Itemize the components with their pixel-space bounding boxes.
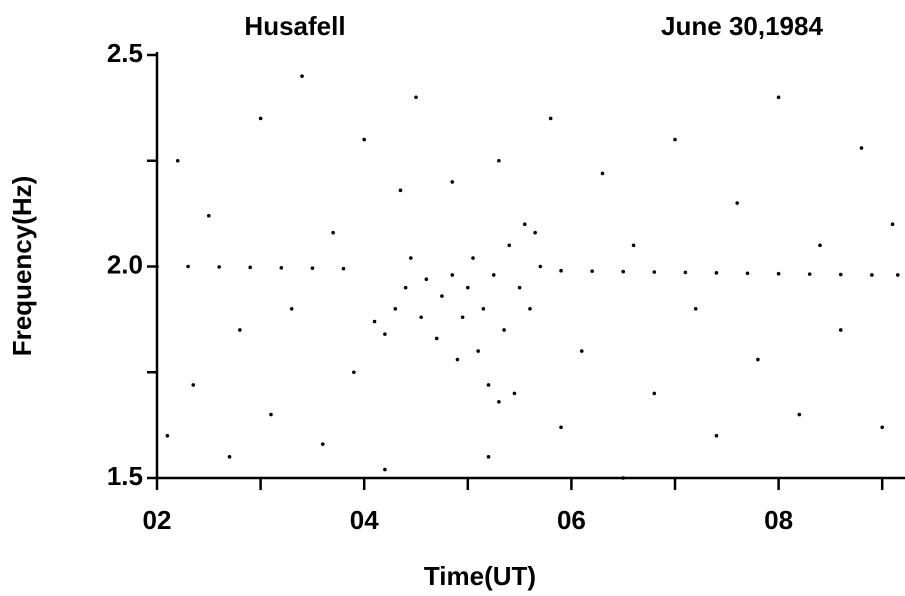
point	[434, 336, 439, 341]
point	[362, 137, 367, 142]
point	[533, 230, 537, 235]
point	[797, 412, 802, 417]
y-tick-label: 2.0	[107, 249, 143, 279]
point	[393, 307, 398, 311]
point	[600, 171, 605, 176]
point	[497, 400, 501, 404]
point	[502, 328, 506, 332]
point	[258, 116, 263, 121]
point	[352, 370, 356, 375]
point	[522, 222, 527, 226]
point	[652, 391, 657, 396]
point	[870, 273, 874, 277]
point	[481, 307, 486, 311]
x-tick-label: 06	[557, 505, 586, 535]
point	[300, 74, 304, 78]
point	[895, 273, 900, 277]
point	[538, 264, 543, 269]
point	[756, 357, 760, 362]
point	[497, 158, 501, 163]
point	[155, 264, 159, 269]
point	[548, 116, 553, 121]
point	[341, 266, 346, 271]
point	[227, 455, 232, 459]
x-tick-label: 02	[143, 505, 172, 535]
point	[512, 391, 517, 396]
point	[471, 256, 475, 260]
point	[424, 277, 429, 281]
point	[217, 265, 221, 269]
point	[186, 264, 190, 269]
point	[859, 146, 864, 150]
point	[735, 201, 739, 205]
point	[714, 271, 719, 275]
point	[693, 307, 698, 311]
point	[579, 349, 584, 353]
point	[165, 433, 170, 438]
point	[460, 315, 465, 320]
point	[383, 467, 387, 472]
point	[269, 412, 273, 417]
y-tick-label: 1.5	[107, 461, 143, 491]
point	[175, 158, 180, 163]
point	[450, 180, 455, 184]
point	[466, 285, 470, 290]
point	[409, 256, 413, 260]
point	[838, 272, 843, 277]
x-axis-label: Time(UT)	[424, 561, 536, 591]
point	[455, 357, 460, 362]
point	[279, 265, 284, 270]
point	[403, 285, 408, 290]
point	[486, 455, 491, 459]
point	[248, 265, 253, 270]
point	[838, 328, 843, 332]
point	[880, 425, 885, 430]
x-tick-label: 08	[764, 505, 793, 535]
point	[331, 230, 335, 235]
point	[398, 188, 403, 193]
point	[559, 268, 563, 273]
point	[528, 307, 532, 311]
point	[238, 328, 242, 332]
point	[673, 137, 677, 142]
point	[383, 332, 387, 336]
point	[207, 213, 211, 218]
point	[745, 271, 750, 276]
point	[517, 285, 522, 290]
point	[714, 433, 719, 438]
chart-title: Husafell	[244, 11, 345, 41]
point	[590, 269, 594, 273]
point	[419, 315, 423, 320]
y-axis-label: Frequency(Hz)	[7, 176, 37, 357]
x-tick-label: 04	[350, 505, 379, 535]
point	[631, 243, 636, 248]
chart-subtitle: June 30,1984	[661, 11, 823, 41]
point	[289, 307, 294, 311]
point	[776, 95, 781, 100]
point	[476, 349, 480, 353]
point	[683, 270, 688, 275]
point	[776, 271, 781, 276]
point	[507, 243, 512, 248]
point	[652, 270, 657, 274]
point	[818, 243, 822, 248]
point	[450, 273, 455, 277]
point	[372, 319, 377, 324]
point	[414, 95, 418, 100]
point	[890, 222, 895, 226]
point	[559, 425, 563, 430]
point	[621, 476, 626, 480]
point	[807, 272, 812, 276]
point	[491, 273, 496, 277]
point	[310, 266, 315, 270]
point	[486, 383, 491, 387]
point	[621, 269, 626, 274]
y-tick-label: 2.5	[107, 38, 143, 68]
point	[440, 294, 444, 298]
point	[320, 442, 325, 446]
point	[191, 383, 196, 387]
